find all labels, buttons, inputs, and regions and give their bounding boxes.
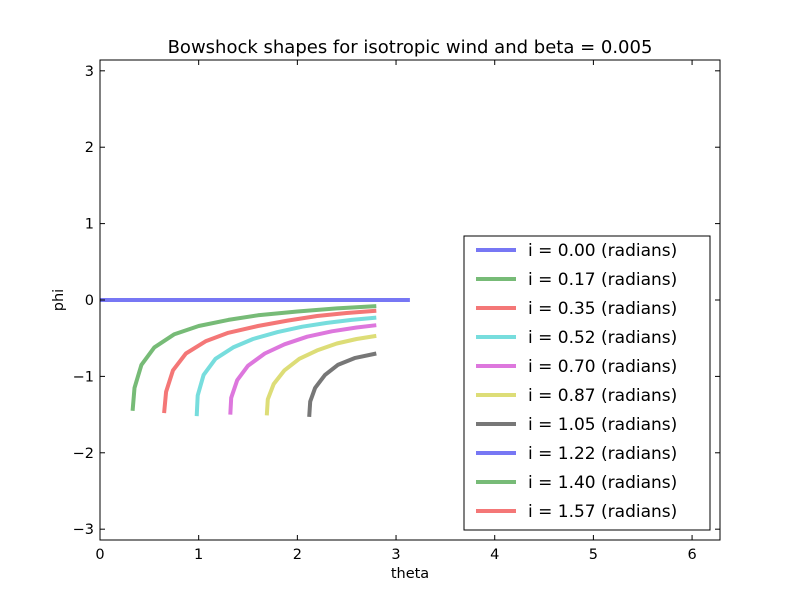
legend-label-9: i = 1.57 (radians) — [528, 502, 677, 522]
y-tick-labels: −3 −2 −1 0 1 2 3 — [73, 64, 94, 538]
legend-items: i = 0.00 (radians) i = 0.17 (radians) i = … — [476, 241, 677, 522]
legend-label-0: i = 0.00 (radians) — [528, 241, 677, 261]
y-tick-label-4: 1 — [85, 217, 94, 233]
y-tick-label-2: −1 — [73, 369, 94, 385]
plot-lines — [100, 298, 410, 418]
chart-title: Bowshock shapes for isotropic wind and b… — [168, 37, 653, 58]
x-axis-label: theta — [391, 566, 429, 582]
legend-label-1: i = 0.17 (radians) — [528, 270, 677, 290]
y-tick-label-3: 0 — [85, 293, 94, 309]
legend-label-7: i = 1.22 (radians) — [528, 444, 677, 464]
legend-label-3: i = 0.52 (radians) — [528, 328, 677, 348]
series-line-6 — [307, 351, 377, 418]
legend-label-6: i = 1.05 (radians) — [528, 415, 677, 435]
series-line-2 — [162, 308, 377, 414]
x-tick-label-1: 1 — [194, 547, 203, 563]
x-tick-labels: 0 1 2 3 4 5 6 — [95, 547, 696, 563]
series-line-4 — [228, 323, 377, 415]
legend-label-4: i = 0.70 (radians) — [528, 357, 677, 377]
legend: i = 0.00 (radians) i = 0.17 (radians) i = … — [463, 235, 711, 531]
series-line-5 — [264, 333, 377, 416]
series-line-3 — [194, 315, 377, 417]
y-tick-label-0: −3 — [73, 522, 94, 538]
x-tick-label-0: 0 — [95, 547, 104, 563]
x-tick-label-3: 3 — [391, 547, 400, 563]
y-axis-label: phi — [51, 289, 67, 311]
legend-label-2: i = 0.35 (radians) — [528, 299, 677, 319]
y-tick-label-1: −2 — [73, 446, 94, 462]
x-tick-label-2: 2 — [293, 547, 302, 563]
y-tick-label-6: 3 — [85, 64, 94, 80]
x-tick-label-5: 5 — [589, 547, 598, 563]
legend-box — [463, 235, 711, 531]
ticks — [99, 60, 720, 540]
legend-label-8: i = 1.40 (radians) — [528, 473, 677, 493]
legend-label-5: i = 0.87 (radians) — [528, 386, 677, 406]
x-tick-label-4: 4 — [490, 547, 499, 563]
y-tick-label-5: 2 — [85, 140, 94, 156]
series-line-1 — [130, 304, 377, 411]
x-tick-label-6: 6 — [687, 547, 696, 563]
